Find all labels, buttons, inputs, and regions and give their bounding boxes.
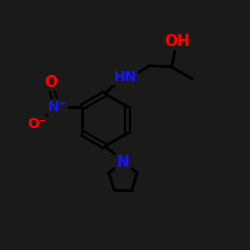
Text: HN: HN — [114, 70, 137, 84]
Text: N⁺: N⁺ — [48, 100, 67, 114]
Text: O⁻: O⁻ — [27, 118, 46, 132]
Text: O: O — [44, 75, 58, 90]
Text: N: N — [116, 155, 130, 170]
Text: OH: OH — [164, 34, 190, 49]
Text: N: N — [116, 155, 130, 170]
